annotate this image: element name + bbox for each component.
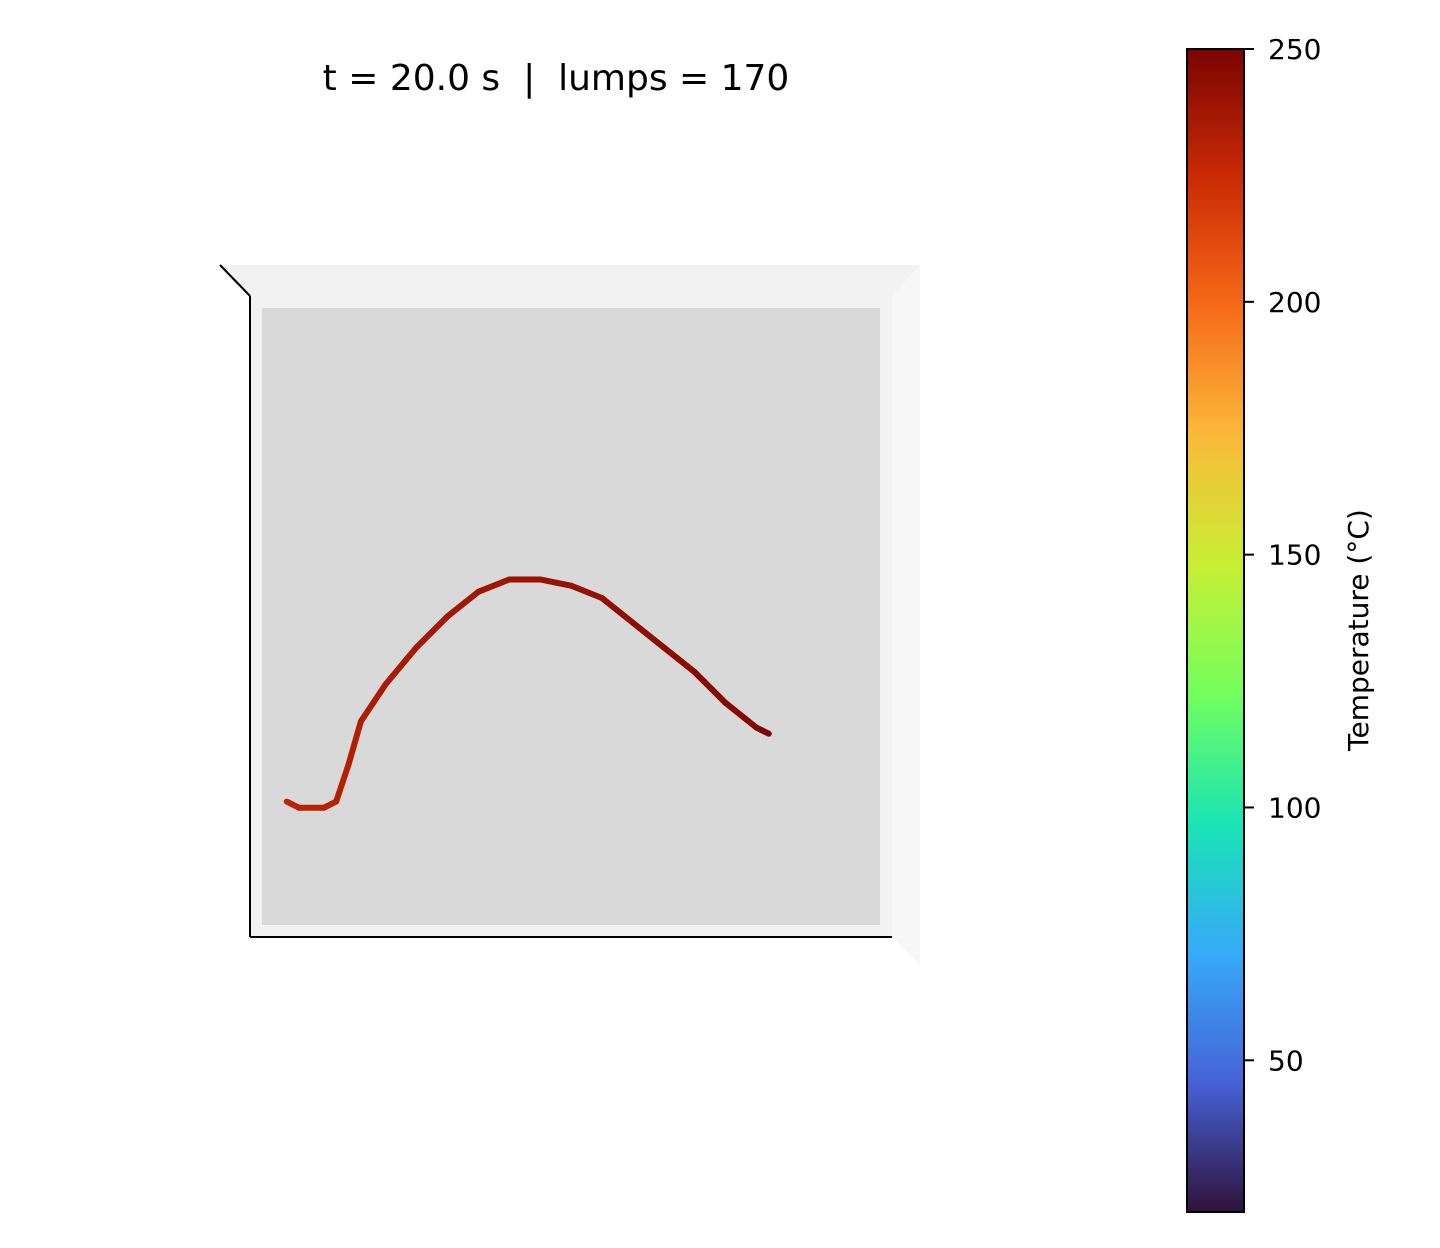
- colorbar-tick-label: 50: [1268, 1044, 1304, 1077]
- filament-segment: [660, 644, 698, 676]
- filament-segment: [444, 588, 482, 620]
- filament-segment: [475, 576, 513, 595]
- filament-segment: [568, 582, 605, 601]
- axes-3d: [219, 264, 920, 965]
- filament-segment: [413, 613, 451, 651]
- filament-segment: [370, 681, 389, 706]
- filament-segment: [629, 619, 667, 651]
- colorbar-ticks: 50 100 150 200 250: [1244, 33, 1321, 1077]
- axis-line-diagonal: [219, 264, 251, 297]
- back-pane: [262, 308, 880, 925]
- filament-segment: [382, 644, 420, 688]
- colorbar-tick-label: 100: [1268, 791, 1321, 824]
- filament-segment: [598, 594, 636, 626]
- chart-title: t = 20.0 s | lumps = 170: [323, 58, 790, 99]
- filament-segment: [345, 718, 364, 768]
- colorbar-label: Temperature (°C): [1342, 509, 1375, 752]
- colorbar-gradient: [1186, 48, 1245, 1213]
- filament-segment: [537, 576, 574, 589]
- filament-segment: [333, 761, 352, 805]
- side-pane: [892, 265, 920, 965]
- filament-segment: [722, 699, 760, 731]
- filament-segment: [357, 699, 377, 725]
- filament-segment: [753, 724, 772, 737]
- top-pane: [220, 265, 920, 296]
- series-layer: [283, 576, 772, 811]
- filament-segment: [691, 669, 729, 706]
- colorbar-tick-label: 200: [1268, 286, 1321, 319]
- colorbar-tick-label: 250: [1268, 33, 1321, 66]
- colorbar: 50 100 150 200 250 Temperature (°C): [1186, 33, 1375, 1213]
- colorbar-tick-label: 150: [1268, 539, 1321, 572]
